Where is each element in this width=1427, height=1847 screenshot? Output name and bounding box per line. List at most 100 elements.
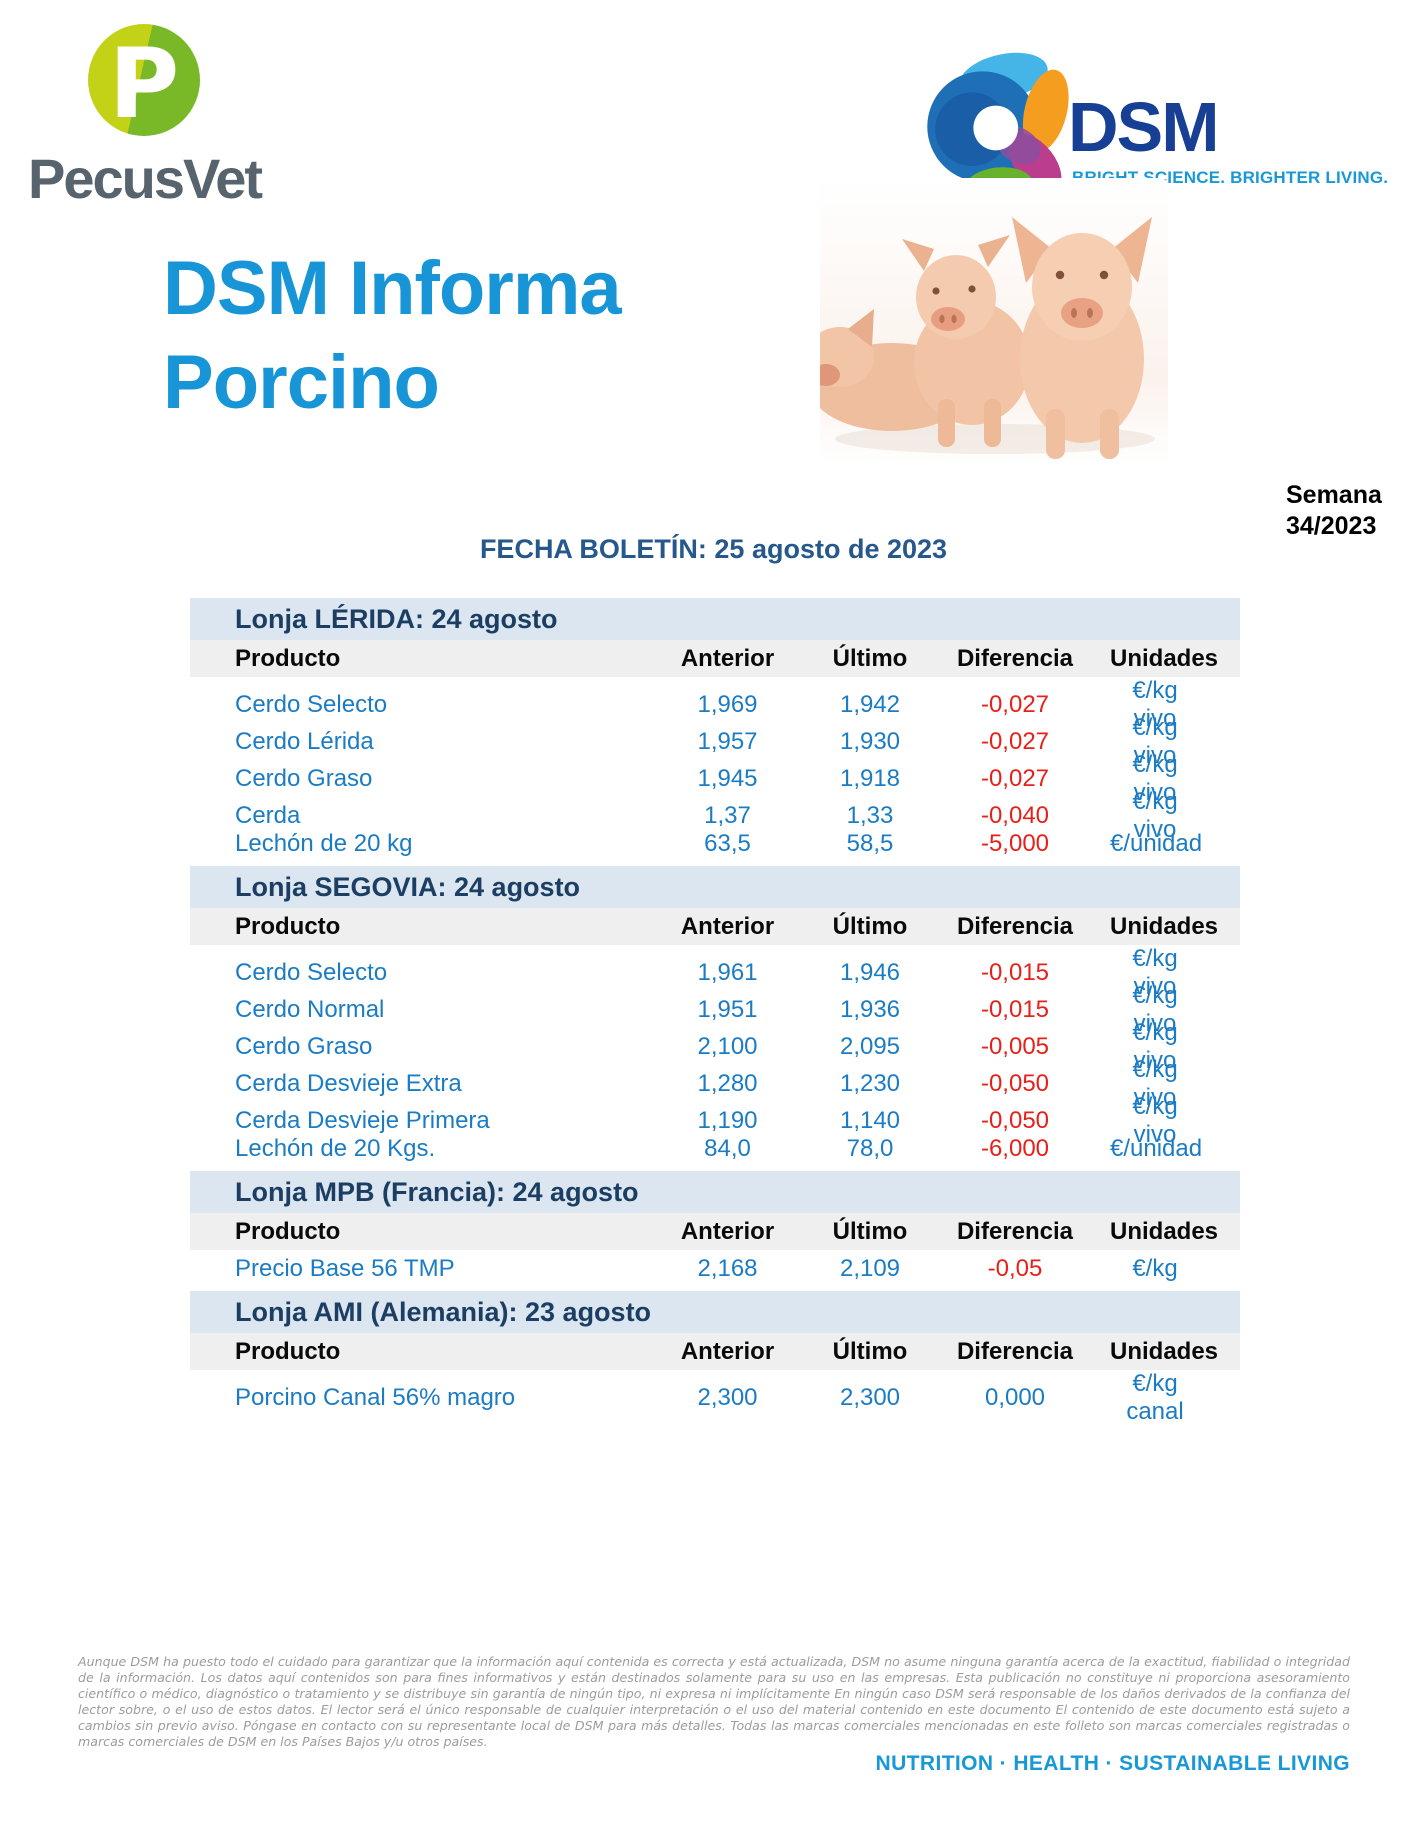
column-header-anterior: Anterior	[680, 1337, 775, 1365]
week-label: Semana	[1286, 481, 1382, 509]
cell-unidades: €/kg vivo	[1132, 1019, 1178, 1074]
cell-ultimo: 1,33	[846, 802, 894, 829]
column-header-ultimo: Último	[832, 912, 908, 940]
footer-tagline: NUTRITION · HEALTH · SUSTAINABLE LIVING	[875, 1752, 1350, 1775]
column-header-diferencia: Diferencia	[956, 1337, 1074, 1365]
cell-anterior: 1,951	[697, 996, 758, 1023]
table-rows: Cerdo Selecto 1,969 1,942 -0,027 €/kg vivo Ce…	[190, 677, 1240, 862]
column-header-unidades: Unidades	[1110, 644, 1219, 672]
piglet-right	[1012, 217, 1152, 459]
cell-unidades: €/kg vivo	[1132, 982, 1178, 1037]
cell-anterior: 1,961	[697, 959, 758, 986]
cell-diferencia: 0,000	[984, 1384, 1046, 1411]
table-row: Cerdo Selecto 1,969 1,942 -0,027 €/kg vivo	[190, 677, 1240, 732]
cell-diferencia: -0,005	[980, 1033, 1050, 1060]
disclaimer-text: Aunque DSM ha puesto todo el cuidado par…	[78, 1654, 1350, 1749]
column-header-row: Producto Anterior Último Diferencia Unidades	[190, 1333, 1240, 1370]
table-section: Lonja SEGOVIA: 24 agosto Producto Anterio…	[190, 866, 1240, 1167]
column-header-row: Producto Anterior Último Diferencia Unidades	[190, 640, 1240, 677]
cell-producto: Lechón de 20 kg	[235, 829, 413, 857]
column-header-producto: Producto	[235, 1337, 341, 1365]
table-section: Lonja AMI (Alemania): 23 agosto Producto…	[190, 1291, 1240, 1425]
cell-unidades: €/kg vivo	[1132, 1056, 1178, 1111]
cell-diferencia: -0,040	[980, 802, 1050, 829]
cell-anterior: 1,957	[697, 728, 758, 755]
cell-producto: Cerdo Graso	[235, 1033, 373, 1060]
bulletin-date: FECHA BOLETÍN: 25 agosto de 2023	[479, 534, 948, 564]
column-header-ultimo: Último	[832, 1337, 908, 1365]
cell-producto: Precio Base 56 TMP	[235, 1254, 455, 1282]
table-rows: Porcino Canal 56% magro 2,300 2,300 0,000 €/…	[190, 1370, 1240, 1425]
table-rows: Cerdo Selecto 1,961 1,946 -0,015 €/kg vivo Ce…	[190, 945, 1240, 1167]
cell-unidades: €/kg vivo	[1132, 945, 1178, 1000]
cell-diferencia: -0,027	[980, 728, 1050, 755]
page-title: DSM Informa Porcino	[163, 242, 622, 430]
cell-producto: Cerdo Graso	[235, 765, 373, 792]
table-row: Cerdo Selecto 1,961 1,946 -0,015 €/kg vivo	[190, 945, 1240, 1000]
column-header-unidades: Unidades	[1110, 1337, 1219, 1365]
cell-diferencia: -6,000	[980, 1134, 1050, 1162]
column-header-diferencia: Diferencia	[956, 644, 1074, 672]
page-title-line2: Porcino	[163, 340, 440, 425]
cell-producto: Cerda	[235, 802, 301, 829]
pecusvet-monogram: P	[108, 28, 180, 141]
column-header-ultimo: Último	[832, 644, 908, 672]
table-row: Cerda Desvieje Primera 1,190 1,140 -0,050 €/…	[190, 1093, 1240, 1148]
cell-diferencia: -0,027	[980, 765, 1050, 792]
cell-ultimo: 2,300	[839, 1384, 901, 1411]
table-row: Cerdo Normal 1,951 1,936 -0,015 €/kg vivo	[190, 982, 1240, 1037]
table-row: Porcino Canal 56% magro 2,300 2,300 0,000 €/…	[190, 1370, 1240, 1425]
section-title: Lonja MPB (Francia): 24 agosto	[190, 1171, 1240, 1213]
dsm-wordmark: DSM	[1068, 88, 1220, 166]
cell-diferencia: -0,050	[980, 1070, 1050, 1097]
cell-ultimo: 1,230	[839, 1070, 901, 1097]
piglet-middle	[902, 235, 1030, 447]
cell-ultimo: 78,0	[846, 1134, 894, 1162]
cell-ultimo: 1,918	[839, 765, 901, 792]
table-section: Lonja MPB (Francia): 24 agosto Producto A…	[190, 1171, 1240, 1287]
piglets-photo	[820, 178, 1168, 465]
table-rows: Precio Base 56 TMP 2,168 2,109 -0,05 €/kg	[190, 1250, 1240, 1287]
cell-diferencia: -0,05	[987, 1254, 1043, 1282]
cell-diferencia: -0,027	[980, 691, 1050, 718]
cell-ultimo: 2,109	[839, 1254, 901, 1282]
cell-anterior: 1,190	[697, 1107, 758, 1134]
cell-unidades: €/kg vivo	[1132, 751, 1178, 806]
table-row: Cerda Desvieje Extra 1,280 1,230 -0,050 €/kg…	[190, 1056, 1240, 1111]
column-header-diferencia: Diferencia	[956, 1217, 1074, 1245]
pecusvet-logo-icon: P	[88, 24, 200, 136]
cell-unidades: €/kg vivo	[1132, 788, 1178, 843]
cell-anterior: 1,945	[697, 765, 758, 792]
tables: Lonja LÉRIDA: 24 agosto Producto Anterior…	[190, 598, 1240, 1425]
pecusvet-wordmark: PecusVet	[28, 147, 263, 210]
cell-diferencia: -0,050	[980, 1107, 1050, 1134]
cell-ultimo: 1,936	[839, 996, 901, 1023]
cell-anterior: 1,969	[697, 691, 758, 718]
cell-unidades: €/kg vivo	[1132, 677, 1178, 732]
column-header-unidades: Unidades	[1110, 912, 1219, 940]
cell-diferencia: -5,000	[980, 829, 1050, 857]
section-title: Lonja SEGOVIA: 24 agosto	[190, 866, 1240, 908]
column-header-anterior: Anterior	[680, 644, 775, 672]
column-header-unidades: Unidades	[1110, 1217, 1219, 1245]
cell-unidades: €/kg	[1132, 1254, 1178, 1282]
table-row: Lechón de 20 kg 63,5 58,5 -5,000 €/unidad	[190, 825, 1240, 862]
cell-ultimo: 1,942	[839, 691, 901, 718]
cell-unidades: €/unidad	[1110, 1134, 1203, 1162]
page-title-line1: DSM Informa	[163, 246, 622, 331]
cell-producto: Cerdo Lérida	[235, 728, 374, 755]
column-header-producto: Producto	[235, 644, 341, 672]
cell-producto: Cerdo Normal	[235, 996, 385, 1023]
section-title: Lonja AMI (Alemania): 23 agosto	[190, 1291, 1240, 1333]
cell-diferencia: -0,015	[980, 959, 1050, 986]
cell-producto: Cerdo Selecto	[235, 959, 388, 986]
cell-ultimo: 58,5	[846, 829, 894, 857]
cell-producto: Cerda Desvieje Extra	[235, 1070, 462, 1097]
cell-producto: Cerdo Selecto	[235, 691, 388, 718]
cell-anterior: 1,37	[704, 802, 751, 829]
week-badge: Semana 34/2023	[1286, 480, 1382, 542]
table-row: Cerda 1,37 1,33 -0,040 €/kg vivo	[190, 788, 1240, 843]
cell-producto: Lechón de 20 Kgs.	[235, 1134, 436, 1162]
cell-anterior: 63,5	[704, 829, 751, 857]
cell-ultimo: 1,140	[839, 1107, 901, 1134]
